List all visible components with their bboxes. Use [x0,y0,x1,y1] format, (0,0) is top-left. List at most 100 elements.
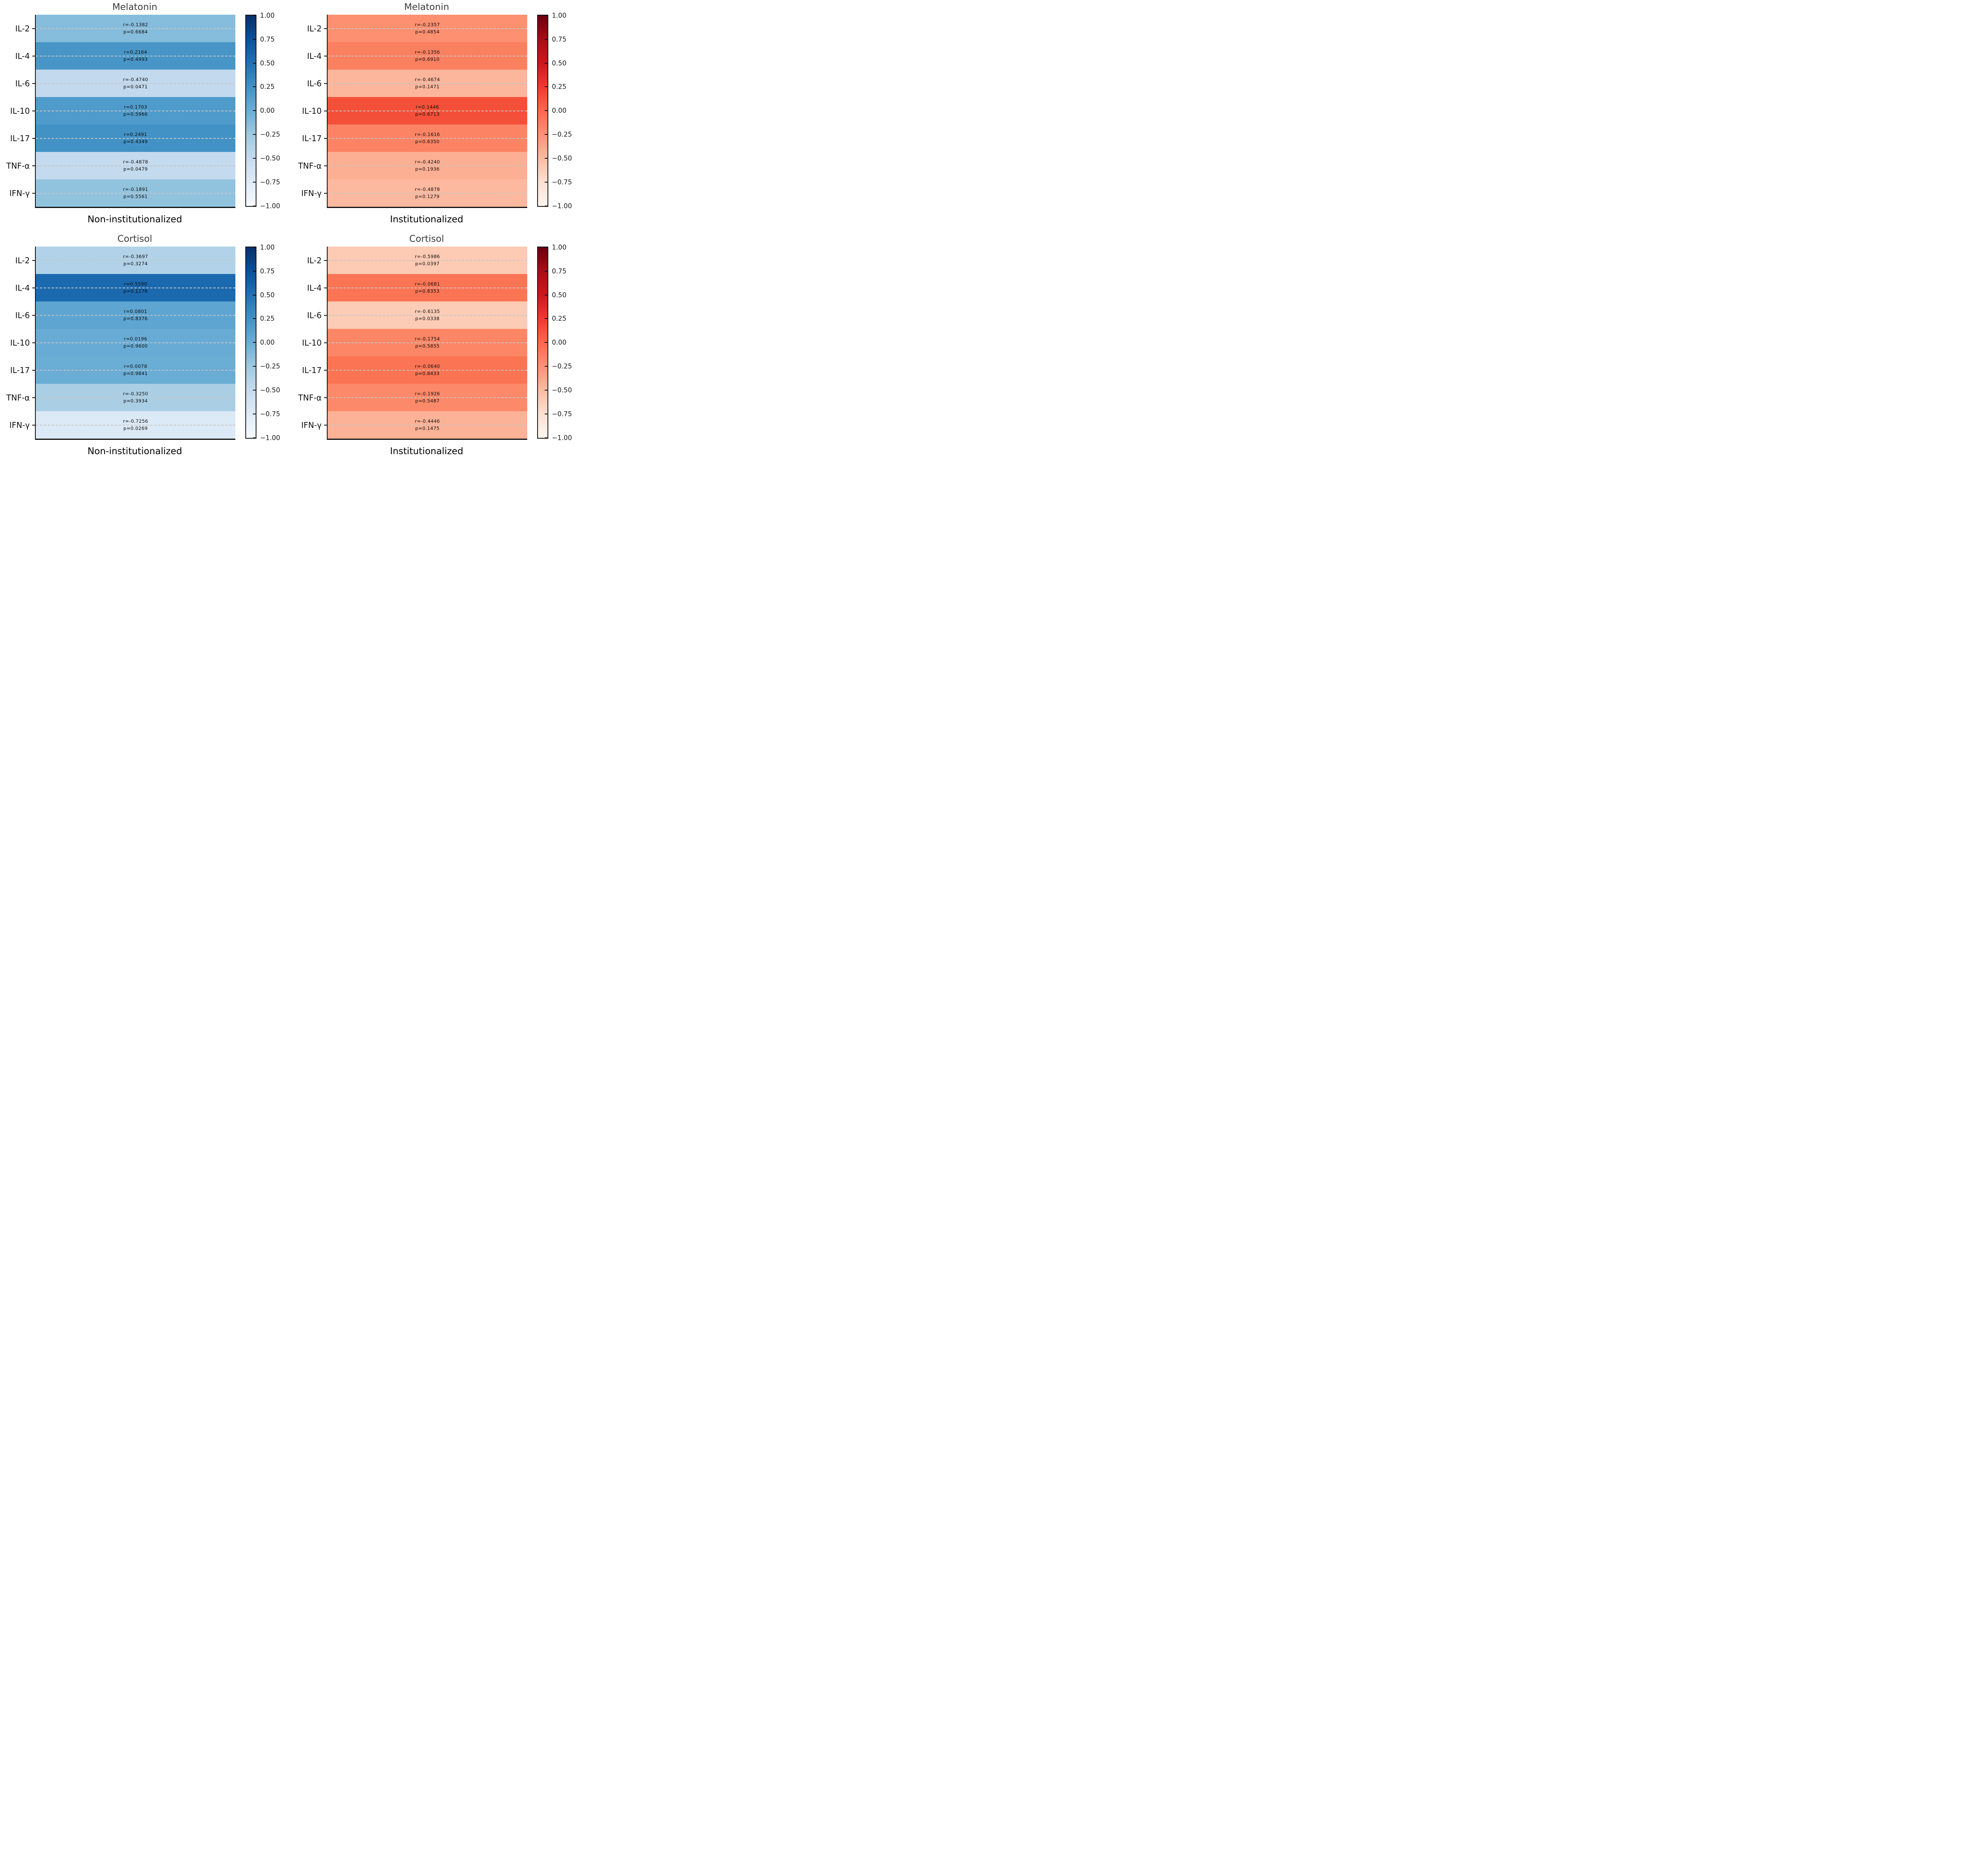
colorbar-tick [253,86,256,87]
y-axis-label-IL-6: IL-6 [300,301,327,329]
y-axis-label-text: IL-4 [15,51,30,61]
colorbar-tick [253,318,256,319]
y-axis-tick [324,397,327,398]
y-axis-label-text: TNF-α [6,161,30,171]
y-axis-label-text: IFN-γ [301,420,322,430]
p-value: p=0.4854 [415,29,440,35]
panel-body: IL-2 IL-4 IL-6 IL-10 IL-17 TNF-α IFN-γ r=-0.369… [6,244,293,442]
cell-annotation: r=-0.6135 p=0.0338 [328,301,527,329]
cell-annotation: r=-0.4240 p=0.1936 [328,152,527,179]
heatmap-cell-IL-6: r=-0.4740 p=0.0471 [36,70,235,97]
y-axis-label-text: IL-17 [10,365,30,375]
y-axis-tick [324,138,327,139]
colorbar-tick [545,157,547,159]
colorbar-tick [545,342,547,343]
y-axis-tick [32,342,35,343]
heatmap-cell-IL-2: r=-0.5986 p=0.0397 [328,247,527,274]
cell-annotation: r=-0.1356 p=0.6910 [328,42,527,70]
y-axis-tick [324,28,327,29]
cell-annotation: r=0.0801 p=0.8376 [36,301,235,329]
gridline [36,369,235,371]
y-axis-label-IL-4: IL-4 [8,42,35,70]
colorbar-tick-label: 1.00 [552,243,567,251]
r-value: r=0.1703 [124,104,148,110]
p-value: p=0.6684 [123,29,148,35]
cell-annotation: r=0.2164 p=0.4993 [36,42,235,70]
y-axis-label-text: IL-6 [15,310,30,320]
heatmap-cell-IFN-γ: r=-0.4446 p=0.1475 [328,411,527,439]
y-axis-label-text: IL-6 [307,310,322,320]
gridline [36,192,235,194]
colorbar-tick-label: 0.25 [552,315,567,323]
p-value: p=0.6910 [415,56,440,62]
heatmap-cell-TNF-α: r=-0.3250 p=0.3934 [36,384,235,411]
y-axis-label-IL-4: IL-4 [300,42,327,70]
colorbar-tick-label: −0.75 [552,410,572,418]
r-value: r=-0.5986 [415,253,440,259]
gridline [36,138,235,139]
panel-body: IL-2 IL-4 IL-6 IL-10 IL-17 TNF-α IFN-γ r=-0.598… [298,243,585,442]
r-value: r=0.2491 [124,131,148,137]
colorbar-tick [253,270,256,272]
p-value: p=0.1279 [415,194,440,199]
colorbar-tick-label: 0.75 [260,267,275,275]
r-value: r=-0.1616 [415,131,440,137]
p-value: p=0.4349 [123,139,148,144]
y-axis-label-TNF-α: TNF-α [6,384,35,411]
p-value: p=0.9841 [123,371,148,376]
y-axis-tick [324,315,327,316]
colorbar-tick-label: −0.50 [260,386,280,394]
cell-annotation: r=-0.1754 p=0.5855 [328,329,527,356]
heatmap-cell-IL-10: r=-0.1754 p=0.5855 [328,329,527,356]
colorbar-tick [253,247,256,248]
y-axis-label-text: IFN-γ [301,188,322,198]
r-value: r=-0.4740 [123,76,148,82]
colorbar-tick-label: −0.50 [260,154,280,162]
colorbar-tick [545,134,547,135]
r-value: r=-0.4446 [415,418,440,424]
y-axis-label-text: TNF-α [298,393,322,402]
cell-annotation: r=-0.4446 p=0.1475 [328,411,527,439]
gridline [328,165,527,166]
cell-annotation: r=-0.3250 p=0.3934 [36,384,235,411]
cell-annotation: r=0.1703 p=0.5966 [36,97,235,124]
colorbar-tick [545,110,547,111]
colorbar-tick-label: −1.00 [260,202,280,210]
y-axis-tick [32,83,35,84]
colorbar-tick [545,366,547,367]
cell-annotation: r=0.1446 p=0.6713 [328,97,527,124]
y-axis-label-IL-4: IL-4 [8,274,35,301]
panel-title: Cortisol [117,234,152,244]
r-value: r=-0.7256 [123,418,148,424]
heatmap: r=-0.3697 p=0.3274 r=0.5590 p=0.1176 r=0.080… [35,247,235,440]
gridline [328,369,527,371]
r-value: r=0.5590 [124,281,148,287]
p-value: p=0.8353 [415,288,440,294]
colorbar-tick [545,318,547,319]
colorbar-tick [545,389,547,391]
y-axis-tick [324,83,327,84]
colorbar-tick-label: 0.75 [260,35,275,43]
r-value: r=-0.1356 [415,49,440,55]
group-label: Institutionalized [390,214,464,225]
y-axis-labels: IL-2 IL-4 IL-6 IL-10 IL-17 TNF-α IFN-γ [6,247,35,439]
y-axis-label-IL-2: IL-2 [8,247,35,274]
cell-annotation: r=0.0196 p=0.9600 [36,329,235,356]
colorbar-tick-label: −0.75 [552,178,572,186]
gridline [328,342,527,343]
colorbar-tick-label: −1.00 [260,434,280,442]
gridline [328,28,527,29]
colorbar-tick-label: −0.50 [552,386,572,394]
y-axis-label-text: IL-17 [302,133,322,143]
heatmap-cell-TNF-α: r=-0.4240 p=0.1936 [328,152,527,179]
y-axis-label-text: IL-10 [302,338,322,348]
y-axis-label-text: IL-10 [10,106,30,116]
cell-annotation: r=-0.1926 p=0.5487 [328,384,527,411]
colorbar-gradient [537,247,548,439]
gridline [36,28,235,29]
p-value: p=0.8433 [415,371,440,376]
panel-melatonin-noninstitutionalized: Melatonin IL-2 IL-4 IL-6 IL-10 IL-17 TNF-α IFN-… [0,0,292,232]
heatmap-cell-IL-2: r=-0.2357 p=0.4854 [328,15,527,42]
cell-annotation: r=0.5590 p=0.1176 [36,274,235,301]
y-axis-label-text: TNF-α [298,161,322,171]
